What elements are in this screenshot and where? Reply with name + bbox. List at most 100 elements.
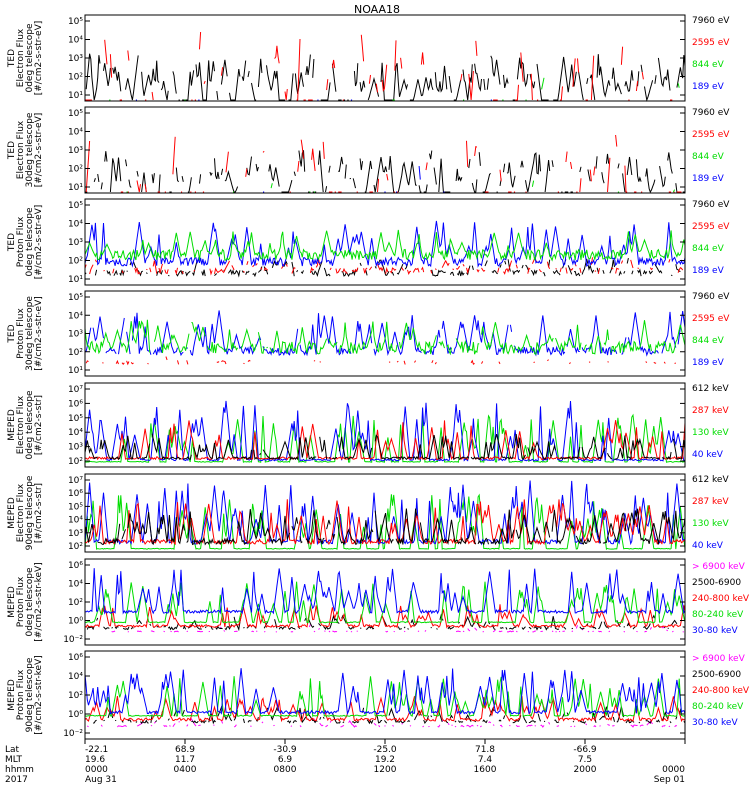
legend-entry: > 6900 keV <box>692 562 746 572</box>
legend-entry: 844 eV <box>692 152 725 162</box>
x-row-label: Lat <box>5 745 20 755</box>
y-tick-label: 10³ <box>68 529 83 539</box>
y-axis-title-line: MEPED <box>7 586 17 618</box>
legend-entry: 612 keV <box>692 384 729 394</box>
y-tick-label: 10⁴ <box>68 428 83 438</box>
x-tick-label-date: Aug 31 <box>85 775 117 785</box>
legend-entry: 844 eV <box>692 336 725 346</box>
panel-frame <box>84 382 686 468</box>
series-trace-3 <box>84 604 686 629</box>
series-trace-4 <box>84 676 686 718</box>
y-axis-title-line: Electron Flux <box>16 483 26 542</box>
y-axis-title-line: 0deg telescope <box>25 23 35 93</box>
x-tick-label-hhmm: 1200 <box>374 765 397 775</box>
x-tick-label-hhmm: 0000 <box>662 765 685 775</box>
y-axis-title-line: Proton Flux <box>16 308 26 359</box>
panel-7: 10⁻² 10⁰ 10² 10⁴ 10⁶ MEPED Proton Flux 0deg tel… <box>7 558 750 646</box>
x-tick-label-lat: -30.9 <box>273 745 297 755</box>
y-tick-label: 10³ <box>68 146 83 156</box>
legend-entry: 189 eV <box>692 358 725 368</box>
x-tick-label-mlt: 7.4 <box>478 755 493 765</box>
series-trace-3 <box>109 77 680 101</box>
series-trace-2 <box>93 705 686 725</box>
y-tick-label: 10⁴ <box>68 220 83 230</box>
series-trace-3 <box>84 499 686 546</box>
x-tick-label-date: Sep 01 <box>654 775 685 785</box>
y-tick-label: 10⁶ <box>68 653 83 663</box>
panel-frame <box>84 290 686 377</box>
x-tick-label-mlt: 11.7 <box>175 755 195 765</box>
series-trace-3 <box>84 696 686 723</box>
series-trace-4 <box>84 433 686 461</box>
legend-entry: 40 keV <box>692 541 724 551</box>
y-axis-title-line: [#/cm2-s-str-keV] <box>34 562 44 641</box>
y-axis-title-line: [#/cm2-s-str-eV] <box>34 113 44 188</box>
y-tick-label: 10² <box>68 598 83 608</box>
y-axis-title-line: [#/cm2-s-str-eV] <box>34 21 44 96</box>
y-axis-title-line: TED <box>7 233 17 252</box>
y-tick-label: 10⁵ <box>68 17 83 27</box>
y-axis-title-line: [#/cm2-s-str] <box>34 483 44 543</box>
y-tick-label: 10⁰ <box>68 710 83 720</box>
panel-1: 10¹ 10² 10³ 10⁴ 10⁵ TED Electron Flux 0deg tele… <box>7 14 730 101</box>
y-axis-title-line: 0deg telescope <box>25 207 35 277</box>
y-axis-title-line: Proton Flux <box>16 216 26 267</box>
legend-entry: 2595 eV <box>692 314 730 324</box>
x-tick-label-mlt: 19.2 <box>375 755 395 765</box>
y-tick-label: 10² <box>68 457 83 467</box>
y-axis-title-line: MEPED <box>7 409 17 441</box>
legend-entry: 2500-6900 <box>692 670 741 680</box>
y-axis-title-line: Electron Flux <box>16 28 26 87</box>
y-tick-label: 10⁰ <box>68 617 83 627</box>
y-tick-label: 10⁵ <box>68 201 83 211</box>
x-row-label: 2017 <box>5 775 28 785</box>
x-tick-label-lat: 68.9 <box>175 745 195 755</box>
y-axis-title-line: 30deg telescope <box>25 112 35 187</box>
legend-entry: 844 eV <box>692 60 725 70</box>
x-tick-label-lat: -25.0 <box>373 745 397 755</box>
y-tick-label: 10⁻² <box>63 729 83 739</box>
panel-5: 10² 10³ 10⁴ 10⁵ 10⁶ 10⁷ MEPED Electron Flux 0deg… <box>7 382 729 468</box>
x-tick-label-lat: -22.1 <box>85 745 108 755</box>
series-trace-1 <box>85 150 685 194</box>
y-tick-label: 10² <box>68 257 83 267</box>
series-trace-1 <box>84 413 686 463</box>
x-row-label: hhmm <box>5 765 34 775</box>
legend-entry: 240-800 keV <box>692 594 750 604</box>
y-tick-label: 10⁶ <box>68 399 83 409</box>
y-tick-label: 10² <box>68 691 83 701</box>
y-tick-label: 10⁴ <box>68 128 83 138</box>
y-tick-label: 10⁴ <box>68 672 83 682</box>
y-tick-label: 10³ <box>68 54 83 64</box>
panel-3: 10¹ 10² 10³ 10⁴ 10⁵ TED Proton Flux 0deg telesc… <box>7 198 730 286</box>
y-tick-label: 10⁴ <box>68 311 83 321</box>
y-tick-label: 10² <box>68 165 83 175</box>
panel-6: 10² 10³ 10⁴ 10⁵ 10⁶ 10⁷ MEPED Electron Flux 90de… <box>7 473 729 553</box>
y-tick-label: 10² <box>68 73 83 83</box>
y-axis-title-line: [#/cm2-s-str-keV] <box>34 655 44 734</box>
legend-entry: 2595 eV <box>692 130 730 140</box>
legend-entry: 30-80 keV <box>692 718 738 728</box>
x-tick-label-hhmm: 2000 <box>574 765 597 775</box>
y-tick-label: 10² <box>68 348 83 358</box>
series-trace-3 <box>126 180 676 193</box>
y-axis-title-line: Electron Flux <box>16 395 26 454</box>
figure-title: NOAA18 <box>354 3 400 16</box>
y-axis-title-line: Proton Flux <box>16 576 26 627</box>
series-trace-4 <box>84 508 686 546</box>
legend-entry: 7960 eV <box>692 108 730 118</box>
x-tick-label-hhmm: 0000 <box>85 765 108 775</box>
x-tick-label-mlt: 6.9 <box>278 755 293 765</box>
legend-entry: 240-800 keV <box>692 686 750 696</box>
legend-entry: 80-240 keV <box>692 702 744 712</box>
legend-entry: 2500-6900 <box>692 578 741 588</box>
panel-8: 10⁻² 10⁰ 10² 10⁴ 10⁶ MEPED Proton Flux 90deg te… <box>7 650 750 740</box>
legend-entry: 7960 eV <box>692 16 730 26</box>
y-tick-label: 10⁴ <box>68 516 83 526</box>
series-trace-2 <box>84 400 686 462</box>
y-axis-title-line: [#/cm2-s-str-eV] <box>34 205 44 280</box>
legend-entry: 189 eV <box>692 266 725 276</box>
